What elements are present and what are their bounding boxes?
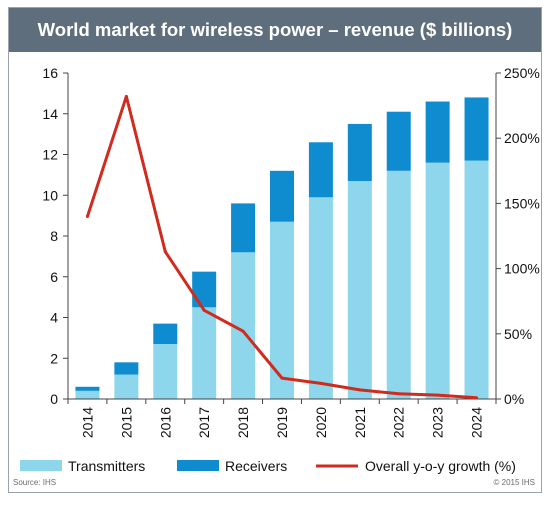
bars-layer — [75, 97, 489, 399]
left-tick-label-2: 2 — [50, 350, 58, 366]
bar-transmitters-2017 — [192, 307, 217, 399]
growth-point-2023 — [436, 393, 440, 397]
x-tick-label-2019: 2019 — [274, 407, 290, 438]
bar-transmitters-2016 — [153, 343, 178, 399]
left-tick-label-10: 10 — [42, 187, 58, 203]
bar-receivers-2023 — [425, 101, 450, 163]
bar-receivers-2019 — [270, 170, 294, 222]
legend-label-growth: Overall y-o-y growth (%) — [365, 458, 516, 474]
x-tick-label-2016: 2016 — [157, 407, 173, 438]
bar-receivers-2018 — [231, 203, 256, 253]
right-tick-label-100pct: 100% — [504, 261, 540, 277]
bar-transmitters-2020 — [308, 197, 333, 399]
bar-transmitters-2014 — [75, 390, 100, 399]
left-tick-label-12: 12 — [42, 147, 58, 163]
bar-receivers-2015 — [114, 362, 139, 375]
bar-receivers-2020 — [308, 142, 333, 198]
legend-swatch-receivers — [177, 460, 219, 471]
bar-transmitters-2022 — [386, 170, 411, 399]
left-tick-label-8: 8 — [50, 228, 58, 244]
right-tick-label-0pct: 0% — [504, 391, 524, 407]
bar-receivers-2024 — [464, 97, 489, 161]
copyright-note: © 2015 IHS — [494, 478, 535, 487]
x-tick-label-2021: 2021 — [352, 407, 368, 438]
bar-transmitters-2023 — [425, 162, 450, 399]
growth-point-2022 — [397, 392, 401, 396]
growth-point-2015 — [124, 94, 128, 98]
bar-receivers-2017 — [192, 271, 217, 308]
x-tick-label-2024: 2024 — [469, 407, 485, 438]
growth-point-2021 — [358, 388, 362, 392]
right-tick-label-50pct: 50% — [504, 326, 532, 342]
legend-label-transmitters: Transmitters — [68, 458, 145, 474]
left-tick-label-16: 16 — [42, 65, 58, 81]
growth-point-2020 — [319, 381, 323, 385]
axes-layer: 0 2 4 6 8 10 12 14 16 0% 50% 100% 150% 200% 250% 2014 20… — [42, 65, 539, 438]
x-tick-label-2017: 2017 — [196, 407, 212, 438]
bar-receivers-2021 — [347, 123, 372, 181]
legend-label-receivers: Receivers — [225, 458, 287, 474]
x-tick-label-2022: 2022 — [391, 407, 407, 438]
growth-point-2016 — [163, 250, 167, 254]
left-tick-label-6: 6 — [50, 269, 58, 285]
left-tick-label-14: 14 — [42, 106, 58, 122]
x-tick-label-2023: 2023 — [430, 407, 446, 438]
source-note: Source: IHS — [13, 478, 56, 487]
left-tick-label-0: 0 — [50, 391, 58, 407]
bar-receivers-2014 — [75, 386, 100, 391]
growth-point-2024 — [475, 396, 479, 400]
x-tick-label-2018: 2018 — [235, 407, 251, 438]
left-tick-label-4: 4 — [50, 310, 58, 326]
bar-transmitters-2019 — [270, 221, 294, 399]
bar-receivers-2022 — [386, 111, 411, 171]
bar-transmitters-2024 — [464, 160, 489, 399]
chart-title: World market for wireless power – revenu… — [9, 8, 541, 52]
bar-transmitters-2015 — [114, 374, 139, 399]
x-tick-label-2015: 2015 — [118, 407, 134, 438]
right-tick-label-150pct: 150% — [504, 195, 540, 211]
legend-swatch-transmitters — [20, 460, 62, 471]
bar-receivers-2016 — [153, 323, 178, 344]
bar-transmitters-2021 — [347, 180, 372, 399]
x-tick-label-2014: 2014 — [79, 407, 95, 438]
growth-line-layer — [85, 94, 479, 400]
x-tick-label-2020: 2020 — [313, 407, 329, 438]
growth-point-2014 — [85, 214, 89, 218]
growth-point-2018 — [241, 329, 245, 333]
right-tick-label-200pct: 200% — [504, 130, 540, 146]
growth-point-2019 — [280, 376, 284, 380]
legend: Transmitters Receivers Overall y-o-y gro… — [20, 458, 516, 474]
chart-frame: World market for wireless power – revenu… — [8, 7, 542, 493]
growth-point-2017 — [202, 308, 206, 312]
right-tick-label-250pct: 250% — [504, 65, 540, 81]
